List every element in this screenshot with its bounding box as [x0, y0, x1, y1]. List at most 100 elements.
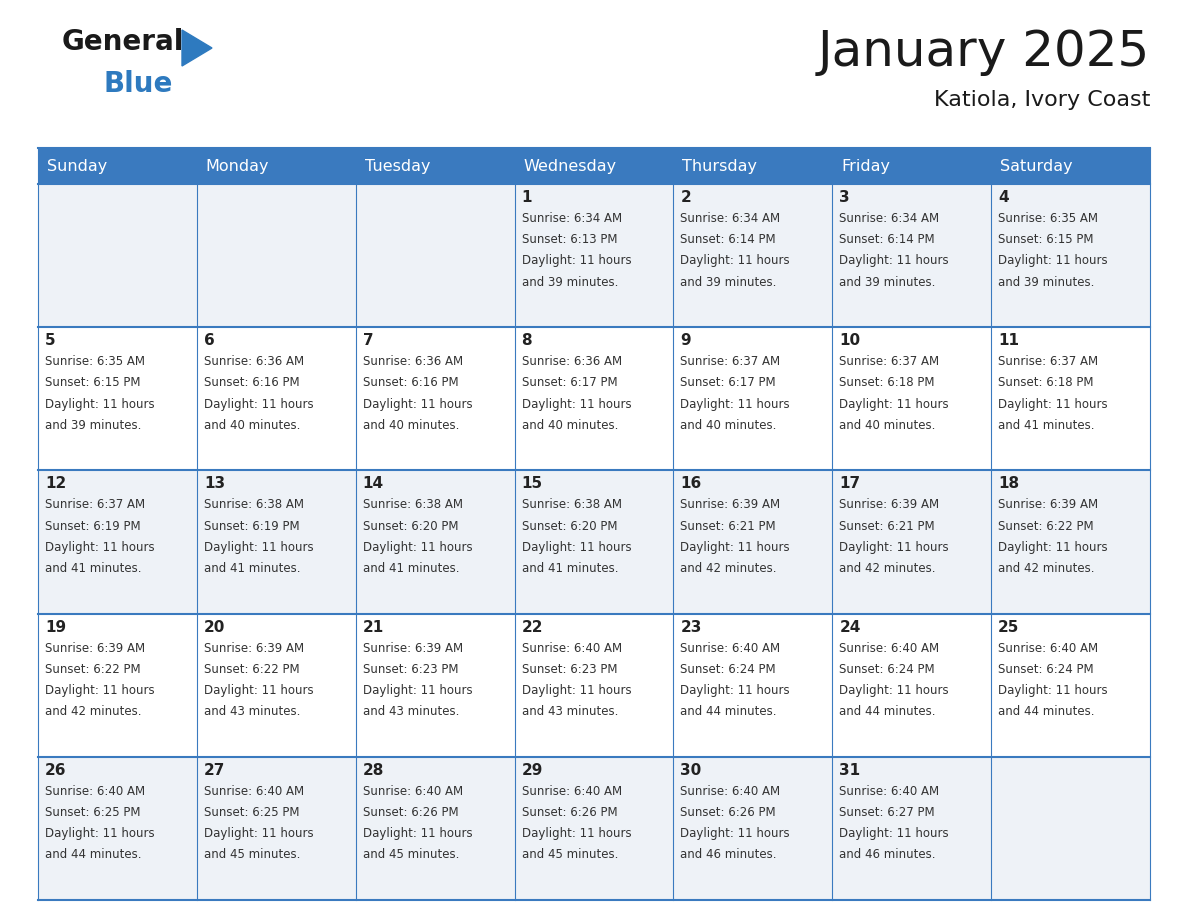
Text: 8: 8 — [522, 333, 532, 348]
Text: Sunrise: 6:39 AM: Sunrise: 6:39 AM — [998, 498, 1098, 511]
Text: Sunset: 6:22 PM: Sunset: 6:22 PM — [45, 663, 140, 676]
Text: Daylight: 11 hours: Daylight: 11 hours — [681, 541, 790, 554]
Text: 24: 24 — [839, 620, 860, 634]
Text: 15: 15 — [522, 476, 543, 491]
Text: Sunrise: 6:38 AM: Sunrise: 6:38 AM — [204, 498, 304, 511]
Text: Sunset: 6:19 PM: Sunset: 6:19 PM — [45, 520, 140, 532]
Text: Daylight: 11 hours: Daylight: 11 hours — [998, 684, 1107, 697]
Text: 14: 14 — [362, 476, 384, 491]
Text: 23: 23 — [681, 620, 702, 634]
Text: Sunset: 6:21 PM: Sunset: 6:21 PM — [681, 520, 776, 532]
Text: Saturday: Saturday — [1000, 159, 1073, 174]
Text: and 43 minutes.: and 43 minutes. — [362, 705, 459, 718]
Text: and 42 minutes.: and 42 minutes. — [839, 562, 936, 575]
Text: Daylight: 11 hours: Daylight: 11 hours — [45, 397, 154, 410]
Text: Thursday: Thursday — [682, 159, 758, 174]
Bar — [833, 148, 991, 184]
Text: General: General — [62, 28, 184, 56]
Text: and 45 minutes.: and 45 minutes. — [522, 848, 618, 861]
Text: Sunrise: 6:36 AM: Sunrise: 6:36 AM — [522, 355, 621, 368]
Text: 2: 2 — [681, 190, 691, 205]
Text: Sunrise: 6:37 AM: Sunrise: 6:37 AM — [998, 355, 1098, 368]
Bar — [38, 184, 1150, 327]
Text: Daylight: 11 hours: Daylight: 11 hours — [362, 541, 473, 554]
Text: Sunrise: 6:40 AM: Sunrise: 6:40 AM — [681, 642, 781, 655]
Text: and 43 minutes.: and 43 minutes. — [204, 705, 301, 718]
Text: and 40 minutes.: and 40 minutes. — [204, 419, 301, 431]
Text: Sunrise: 6:38 AM: Sunrise: 6:38 AM — [362, 498, 462, 511]
Text: and 46 minutes.: and 46 minutes. — [839, 848, 936, 861]
Text: Sunrise: 6:37 AM: Sunrise: 6:37 AM — [45, 498, 145, 511]
Text: Sunrise: 6:40 AM: Sunrise: 6:40 AM — [522, 642, 621, 655]
Text: Daylight: 11 hours: Daylight: 11 hours — [522, 827, 631, 840]
Text: and 39 minutes.: and 39 minutes. — [998, 275, 1094, 288]
Text: Sunset: 6:15 PM: Sunset: 6:15 PM — [45, 376, 140, 389]
Text: and 40 minutes.: and 40 minutes. — [362, 419, 459, 431]
Bar — [38, 148, 197, 184]
Text: 29: 29 — [522, 763, 543, 778]
Text: and 45 minutes.: and 45 minutes. — [362, 848, 459, 861]
Text: 13: 13 — [204, 476, 225, 491]
Text: Sunrise: 6:35 AM: Sunrise: 6:35 AM — [998, 212, 1098, 225]
Text: Sunrise: 6:37 AM: Sunrise: 6:37 AM — [681, 355, 781, 368]
Text: and 44 minutes.: and 44 minutes. — [681, 705, 777, 718]
Text: 20: 20 — [204, 620, 226, 634]
Text: Sunrise: 6:40 AM: Sunrise: 6:40 AM — [681, 785, 781, 798]
Text: and 42 minutes.: and 42 minutes. — [681, 562, 777, 575]
Text: Sunset: 6:24 PM: Sunset: 6:24 PM — [681, 663, 776, 676]
Text: Daylight: 11 hours: Daylight: 11 hours — [681, 827, 790, 840]
Text: Sunset: 6:17 PM: Sunset: 6:17 PM — [681, 376, 776, 389]
Text: Sunrise: 6:34 AM: Sunrise: 6:34 AM — [522, 212, 621, 225]
Text: Sunrise: 6:40 AM: Sunrise: 6:40 AM — [839, 785, 940, 798]
Text: Sunset: 6:24 PM: Sunset: 6:24 PM — [998, 663, 1094, 676]
Text: 7: 7 — [362, 333, 373, 348]
Text: Sunset: 6:25 PM: Sunset: 6:25 PM — [45, 806, 140, 819]
Text: Sunday: Sunday — [48, 159, 107, 174]
Text: 31: 31 — [839, 763, 860, 778]
Text: Sunset: 6:16 PM: Sunset: 6:16 PM — [362, 376, 459, 389]
Text: Sunset: 6:18 PM: Sunset: 6:18 PM — [839, 376, 935, 389]
Text: Sunset: 6:24 PM: Sunset: 6:24 PM — [839, 663, 935, 676]
Text: Sunset: 6:23 PM: Sunset: 6:23 PM — [362, 663, 459, 676]
Text: Sunrise: 6:34 AM: Sunrise: 6:34 AM — [839, 212, 940, 225]
Text: Sunset: 6:21 PM: Sunset: 6:21 PM — [839, 520, 935, 532]
Text: and 41 minutes.: and 41 minutes. — [204, 562, 301, 575]
Text: and 41 minutes.: and 41 minutes. — [362, 562, 460, 575]
Text: Daylight: 11 hours: Daylight: 11 hours — [839, 541, 949, 554]
Bar — [355, 148, 514, 184]
Text: Sunset: 6:18 PM: Sunset: 6:18 PM — [998, 376, 1094, 389]
Text: 22: 22 — [522, 620, 543, 634]
Text: 25: 25 — [998, 620, 1019, 634]
Text: and 40 minutes.: and 40 minutes. — [522, 419, 618, 431]
Text: Sunrise: 6:36 AM: Sunrise: 6:36 AM — [362, 355, 463, 368]
Text: Daylight: 11 hours: Daylight: 11 hours — [204, 684, 314, 697]
Text: Sunrise: 6:40 AM: Sunrise: 6:40 AM — [362, 785, 463, 798]
Text: 18: 18 — [998, 476, 1019, 491]
Text: and 39 minutes.: and 39 minutes. — [522, 275, 618, 288]
Text: and 44 minutes.: and 44 minutes. — [998, 705, 1094, 718]
Text: 9: 9 — [681, 333, 691, 348]
Text: Sunset: 6:19 PM: Sunset: 6:19 PM — [204, 520, 299, 532]
Bar — [514, 148, 674, 184]
Text: and 41 minutes.: and 41 minutes. — [522, 562, 618, 575]
Text: Sunset: 6:26 PM: Sunset: 6:26 PM — [681, 806, 776, 819]
Text: 5: 5 — [45, 333, 56, 348]
Text: Sunset: 6:14 PM: Sunset: 6:14 PM — [681, 233, 776, 246]
Text: Sunrise: 6:40 AM: Sunrise: 6:40 AM — [839, 642, 940, 655]
Text: Daylight: 11 hours: Daylight: 11 hours — [522, 254, 631, 267]
Text: Daylight: 11 hours: Daylight: 11 hours — [839, 684, 949, 697]
Text: 4: 4 — [998, 190, 1009, 205]
Text: 11: 11 — [998, 333, 1019, 348]
Text: Daylight: 11 hours: Daylight: 11 hours — [204, 541, 314, 554]
Text: and 40 minutes.: and 40 minutes. — [681, 419, 777, 431]
Text: Daylight: 11 hours: Daylight: 11 hours — [839, 397, 949, 410]
Text: 10: 10 — [839, 333, 860, 348]
Text: Sunrise: 6:39 AM: Sunrise: 6:39 AM — [204, 642, 304, 655]
Bar — [197, 148, 355, 184]
Text: Daylight: 11 hours: Daylight: 11 hours — [45, 684, 154, 697]
Text: Daylight: 11 hours: Daylight: 11 hours — [681, 684, 790, 697]
Text: Daylight: 11 hours: Daylight: 11 hours — [45, 827, 154, 840]
Text: January 2025: January 2025 — [817, 28, 1150, 76]
Text: Sunrise: 6:40 AM: Sunrise: 6:40 AM — [998, 642, 1098, 655]
Text: Sunset: 6:20 PM: Sunset: 6:20 PM — [522, 520, 617, 532]
